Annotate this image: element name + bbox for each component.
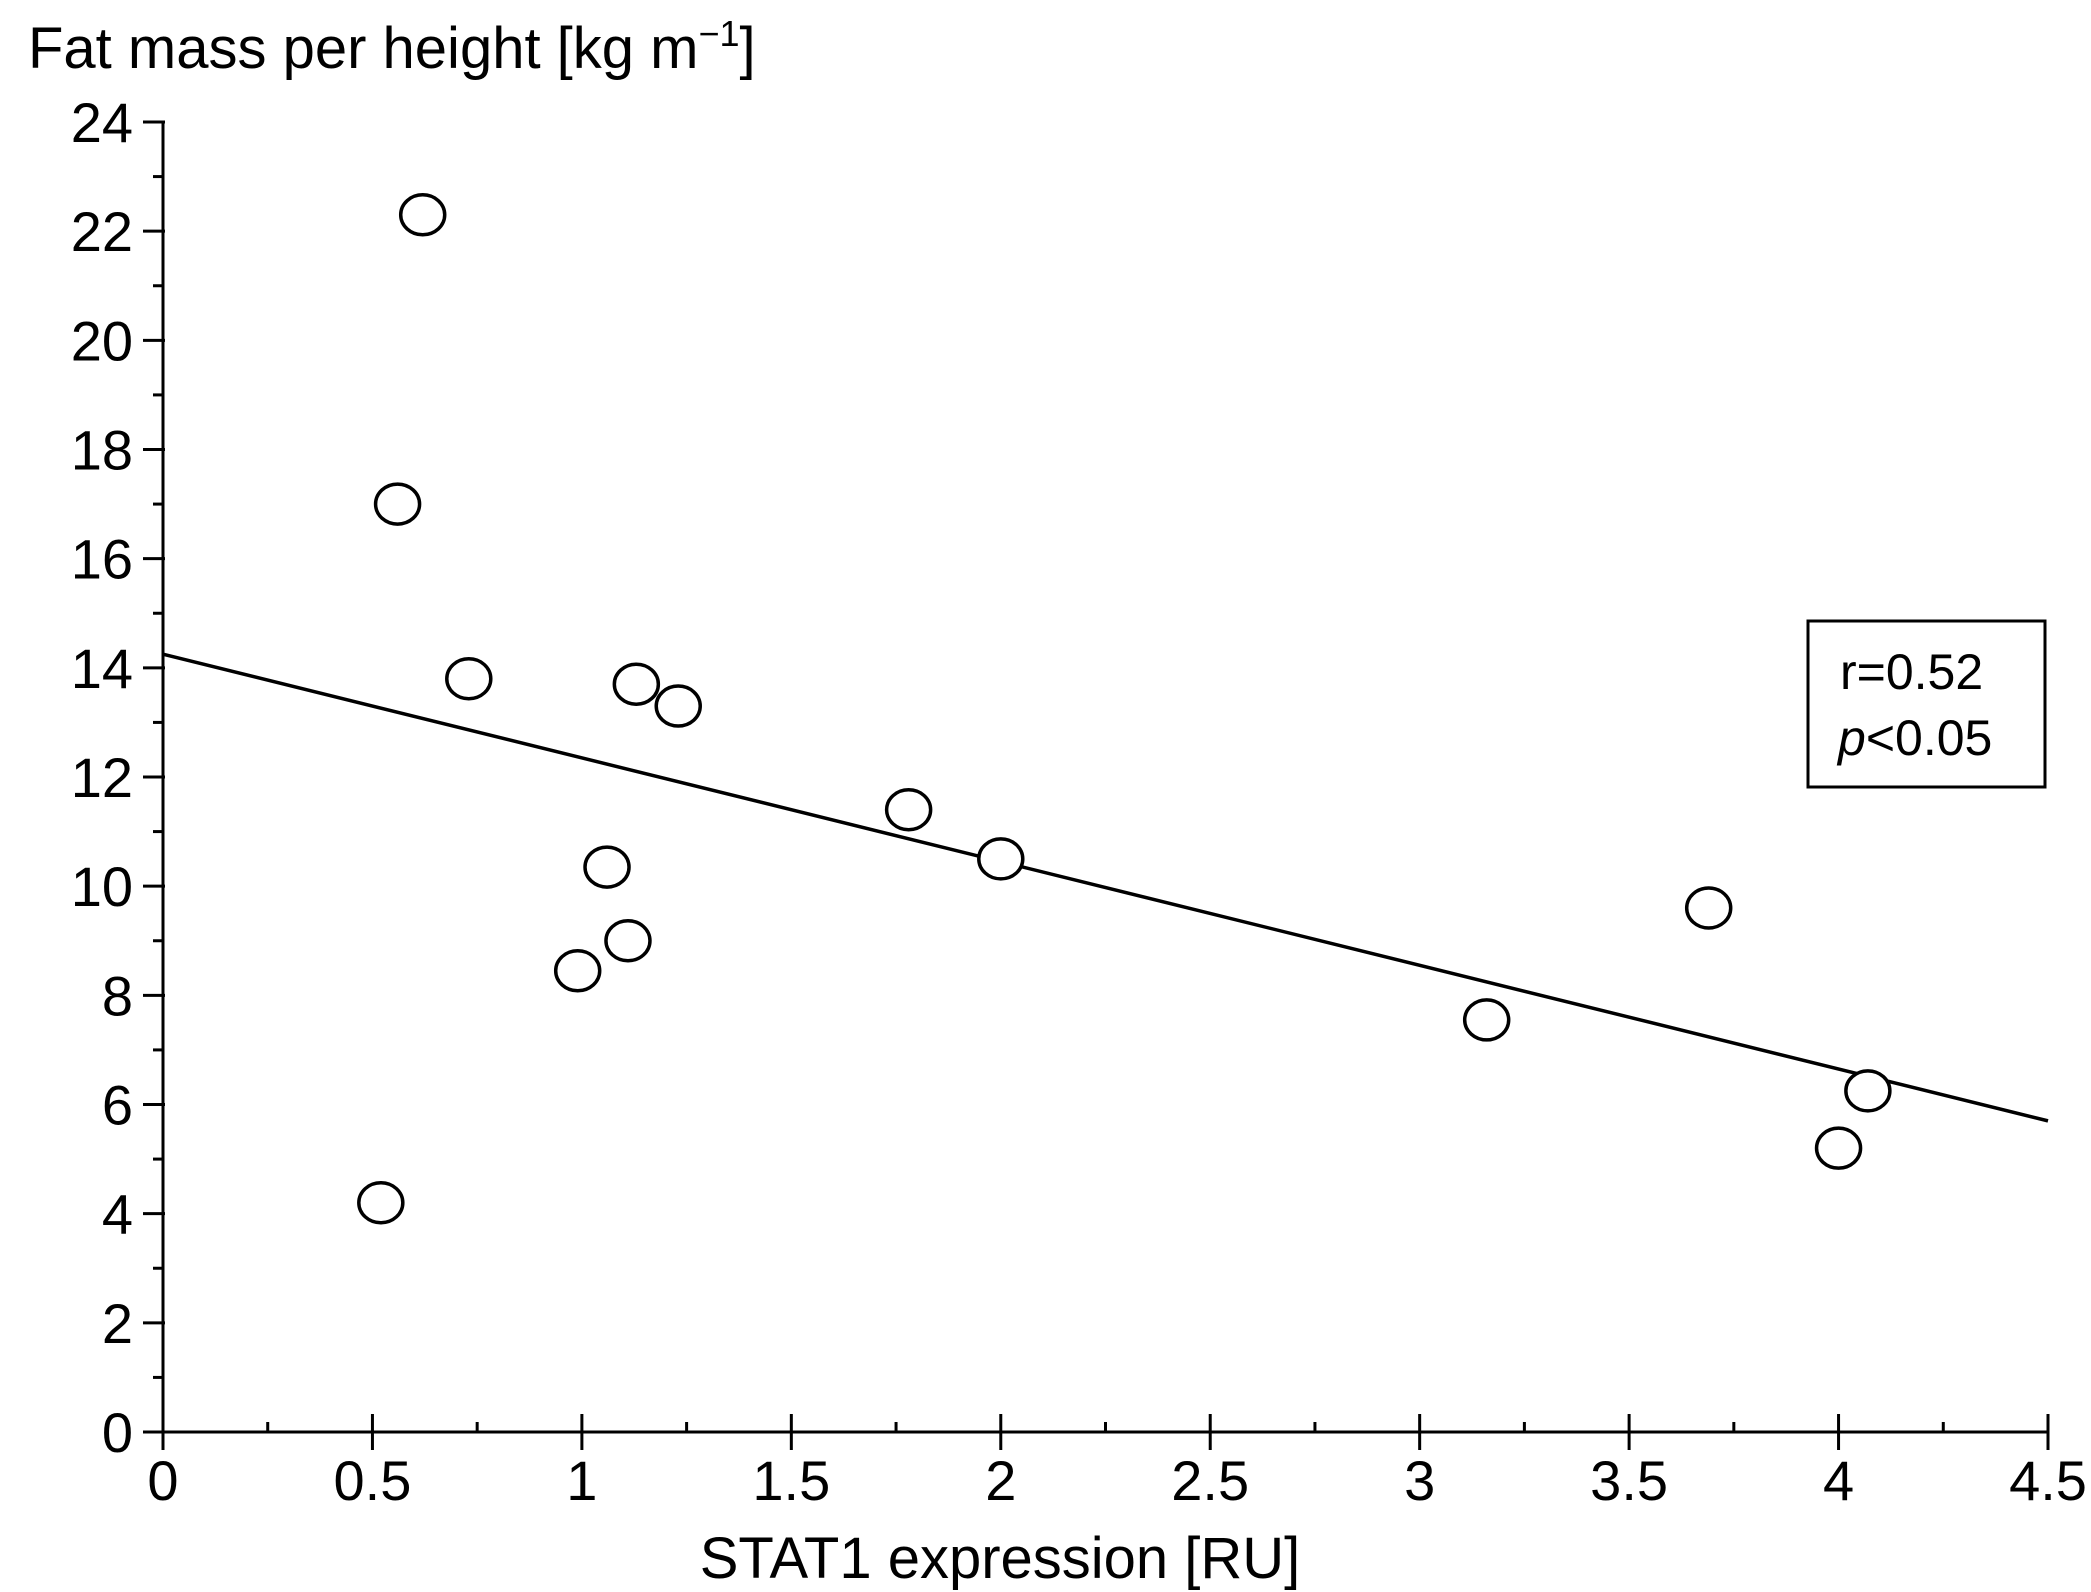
regression-line-layer xyxy=(162,652,2049,1123)
x-tick-label: 0.5 xyxy=(334,1449,412,1512)
data-point xyxy=(1844,1069,1892,1113)
stats-box-frame xyxy=(1806,619,2047,789)
y-tick-label: 8 xyxy=(102,964,133,1027)
x-tick-label: 4.5 xyxy=(2009,1449,2087,1512)
data-point xyxy=(604,919,652,963)
y-tick-label: 4 xyxy=(102,1183,133,1246)
y-tick-label: 16 xyxy=(71,528,133,591)
y-axis-title: Fat mass per height [kg m−1] xyxy=(28,13,756,81)
y-tick-label: 24 xyxy=(71,91,133,154)
data-point xyxy=(357,1181,405,1225)
data-point xyxy=(553,949,602,993)
y-tick-label: 18 xyxy=(71,419,133,482)
p-symbol: p xyxy=(1836,710,1866,766)
y-tick-label: 2 xyxy=(102,1292,133,1355)
y-tick-label: 20 xyxy=(71,309,133,372)
data-point xyxy=(612,662,661,706)
y-axis-title-text: Fat mass per height [kg m xyxy=(28,16,698,81)
data-point xyxy=(977,837,1025,881)
data-point xyxy=(398,193,447,237)
x-tick-label: 0 xyxy=(147,1449,178,1512)
data-point xyxy=(654,684,702,728)
x-tick-label: 4 xyxy=(1823,1449,1854,1512)
tick-labels: 0 0.5 1 1.5 2 2.5 3 3.5 4 4.502468101214161820222… xyxy=(71,91,2087,1512)
y-tick-label: 12 xyxy=(71,746,133,809)
x-tick-label: 1 xyxy=(566,1449,597,1512)
p-threshold: <0.05 xyxy=(1866,710,1993,766)
data-point xyxy=(1462,998,1511,1042)
y-tick-label: 22 xyxy=(71,200,133,263)
x-tick-label: 1.5 xyxy=(752,1449,830,1512)
regression-line xyxy=(162,652,2049,1123)
data-point xyxy=(1814,1126,1863,1170)
y-tick-label: 10 xyxy=(71,855,133,918)
y-axis-title-suffix: ] xyxy=(740,16,756,81)
y-tick-label: 14 xyxy=(71,637,133,700)
y-tick-label: 0 xyxy=(102,1401,133,1464)
y-tick-label: 6 xyxy=(102,1074,133,1137)
data-point xyxy=(583,845,631,889)
x-tick-label: 2 xyxy=(985,1449,1016,1512)
data-point xyxy=(1684,886,1733,930)
data-point xyxy=(445,657,493,701)
data-points xyxy=(357,193,1892,1225)
axis-ticks xyxy=(143,120,2050,1450)
stats-box: r=0.52 p<0.05 xyxy=(1806,619,2047,789)
r-value: r=0.52 xyxy=(1840,644,1983,700)
p-value: p<0.05 xyxy=(1836,710,1992,766)
x-tick-label: 3 xyxy=(1404,1449,1435,1512)
x-tick-label: 3.5 xyxy=(1590,1449,1668,1512)
x-axis-title: STAT1 expression [RU] xyxy=(700,1526,1301,1591)
axes xyxy=(161,122,2048,1434)
y-axis-title-superscript: −1 xyxy=(698,13,739,54)
data-point xyxy=(884,788,933,832)
x-tick-label: 2.5 xyxy=(1171,1449,1249,1512)
data-point xyxy=(373,482,422,526)
